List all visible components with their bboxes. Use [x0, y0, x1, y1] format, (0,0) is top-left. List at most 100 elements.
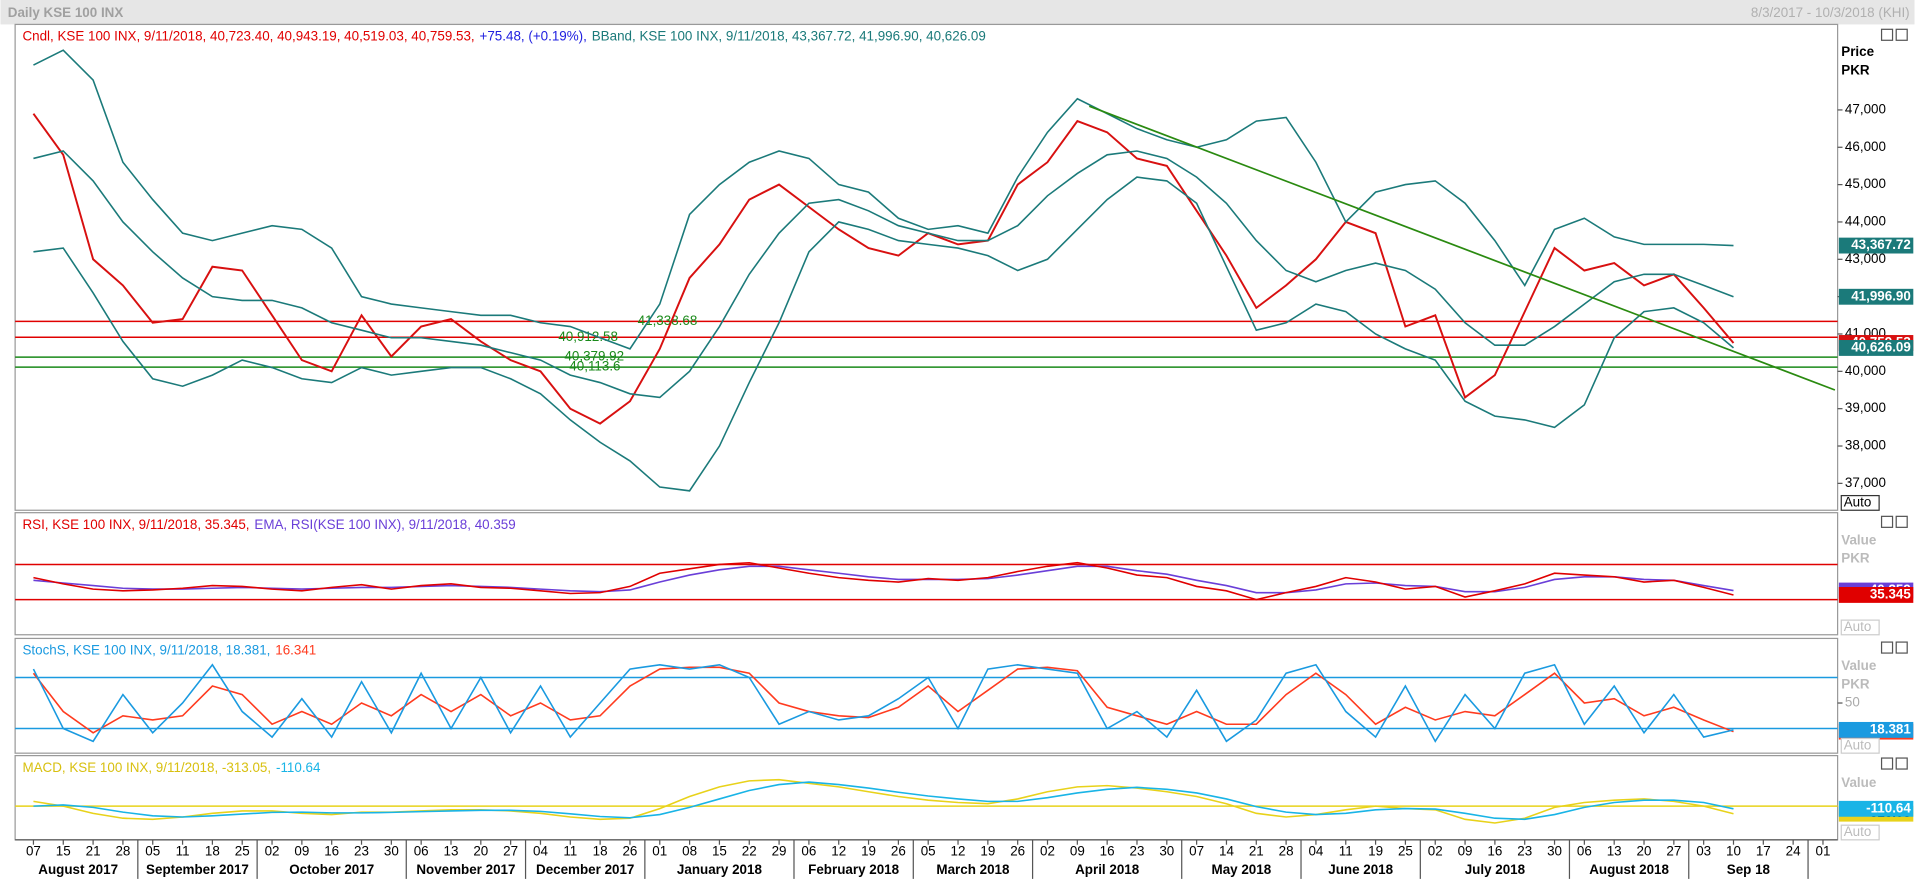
x-tick-label: 28 [115, 844, 130, 859]
series-line [32, 663, 1734, 743]
panel-background [14, 754, 1839, 841]
legend: StochS, KSE 100 INX, 9/11/2018, 18.381, 1… [22, 642, 316, 657]
x-tick-label: 30 [1159, 844, 1174, 859]
x-tick-label: 18 [205, 844, 220, 859]
x-tick-label: 11 [563, 844, 577, 859]
x-tick-label: 20 [473, 844, 488, 859]
last-value-label: -110.64 [1866, 800, 1911, 815]
month-label: March 2018 [936, 862, 1010, 877]
close-button[interactable] [1895, 515, 1908, 528]
series-line [33, 176, 1735, 492]
month-label: July 2018 [1465, 862, 1526, 877]
y-tick-label: 44,000 [1845, 214, 1886, 229]
x-tick-label: 02 [265, 844, 280, 859]
trendline [1088, 105, 1836, 391]
legend-entry: BBand, KSE 100 INX, 9/11/2018, 43,367.72… [592, 28, 986, 43]
window-controls[interactable] [1880, 28, 1908, 770]
x-tick-label: 23 [354, 844, 369, 859]
month-label: September 2017 [146, 862, 249, 877]
minimize-button[interactable] [1880, 757, 1894, 770]
month-label: August 2018 [1589, 862, 1669, 877]
axis-label: Value [1841, 658, 1876, 673]
axis-label: Price [1841, 44, 1874, 59]
panels: 37,00038,00039,00040,00041,00042,00043,0… [14, 23, 1914, 879]
x-tick-label: 28 [1279, 844, 1294, 859]
x-tick-label: 27 [503, 844, 518, 859]
x-tick-label: 02 [1040, 844, 1055, 859]
month-label: May 2018 [1212, 862, 1272, 877]
horizontal-line-label: 41,338.68 [638, 313, 698, 328]
x-tick-label: 03 [1696, 844, 1711, 859]
axis-label: PKR [1841, 62, 1870, 77]
last-value-tag [1838, 800, 1914, 817]
minimize-button[interactable] [1880, 515, 1894, 528]
last-value-label: 18.381 [1870, 721, 1912, 736]
x-tick-label: 02 [1428, 844, 1443, 859]
x-tick-label: 05 [145, 844, 160, 859]
legend-entry: -110.64 [276, 759, 321, 774]
minimize-button[interactable] [1880, 28, 1894, 41]
x-tick-label: 09 [1070, 844, 1085, 859]
header-range: 8/3/2017 - 10/3/2018 (KHI) [1751, 5, 1910, 20]
auto-button-label[interactable]: Auto [1844, 619, 1872, 634]
y-tick-label: 38,000 [1845, 438, 1886, 453]
series-line [33, 561, 1734, 601]
y-tick-label: 40,000 [1845, 363, 1886, 378]
auto-button[interactable] [1840, 824, 1880, 841]
auto-button[interactable] [1840, 494, 1880, 511]
x-tick-label: 14 [1219, 844, 1234, 859]
x-tick-label: 29 [772, 844, 787, 859]
x-tick-label: 17 [1756, 844, 1771, 859]
minimize-button[interactable] [1880, 641, 1894, 654]
x-tick-label: 30 [1547, 844, 1562, 859]
x-tick-label: 11 [1339, 844, 1353, 859]
auto-button-label[interactable]: Auto [1844, 824, 1872, 839]
last-value-tag [1838, 340, 1914, 356]
x-tick-label: 05 [921, 844, 936, 859]
x-tick-label: 26 [1010, 844, 1025, 859]
header-bar [0, 0, 1915, 25]
x-tick-label: 26 [891, 844, 906, 859]
auto-button[interactable] [1840, 619, 1880, 636]
x-tick-label: 16 [324, 844, 339, 859]
panel-background [14, 23, 1839, 511]
legend-entry: 16.341 [275, 642, 316, 657]
x-tick-label: 13 [1607, 844, 1622, 859]
auto-button-label[interactable]: Auto [1844, 737, 1872, 752]
close-button[interactable] [1895, 757, 1908, 770]
last-value-tag [1838, 587, 1914, 603]
x-tick-label: 19 [1368, 844, 1383, 859]
auto-button[interactable] [1840, 737, 1880, 754]
x-tick-label: 11 [176, 844, 190, 859]
month-label: February 2018 [808, 862, 899, 877]
legend-entry: EMA, RSI(KSE 100 INX), 9/11/2018, 40.359 [254, 516, 515, 531]
last-value-label: 41,996.90 [1851, 288, 1911, 303]
month-label: August 2017 [38, 862, 118, 877]
x-tick-label: 15 [712, 844, 727, 859]
axis-label: PKR [1841, 676, 1870, 691]
x-tick-label: 13 [444, 844, 459, 859]
series-group [33, 778, 1734, 824]
series-line [33, 781, 1734, 821]
x-tick-label: 09 [294, 844, 309, 859]
y-tick-label: 50 [1845, 695, 1860, 710]
close-button[interactable] [1895, 28, 1908, 41]
y-tick-label: 45,000 [1845, 176, 1886, 191]
x-tick-label: 25 [235, 844, 250, 859]
x-tick-label: 26 [622, 844, 637, 859]
last-value-tag [1838, 288, 1914, 305]
month-label: June 2018 [1328, 862, 1393, 877]
x-tick-label: 23 [1517, 844, 1532, 859]
legend-entry: MACD, KSE 100 INX, 9/11/2018, -313.05, [22, 759, 271, 774]
x-tick-label: 19 [861, 844, 876, 859]
x-tick-label: 01 [1816, 844, 1831, 859]
x-tick-label: 06 [1577, 844, 1592, 859]
series-group [32, 663, 1734, 743]
auto-button-label[interactable]: Auto [1844, 494, 1872, 509]
x-tick-label: 08 [682, 844, 697, 859]
x-tick-label: 21 [86, 844, 101, 859]
x-tick-label: 01 [652, 844, 667, 859]
x-tick-label: 25 [1398, 844, 1413, 859]
close-button[interactable] [1895, 641, 1908, 654]
horizontal-line-label: 40,113.6 [569, 359, 620, 374]
